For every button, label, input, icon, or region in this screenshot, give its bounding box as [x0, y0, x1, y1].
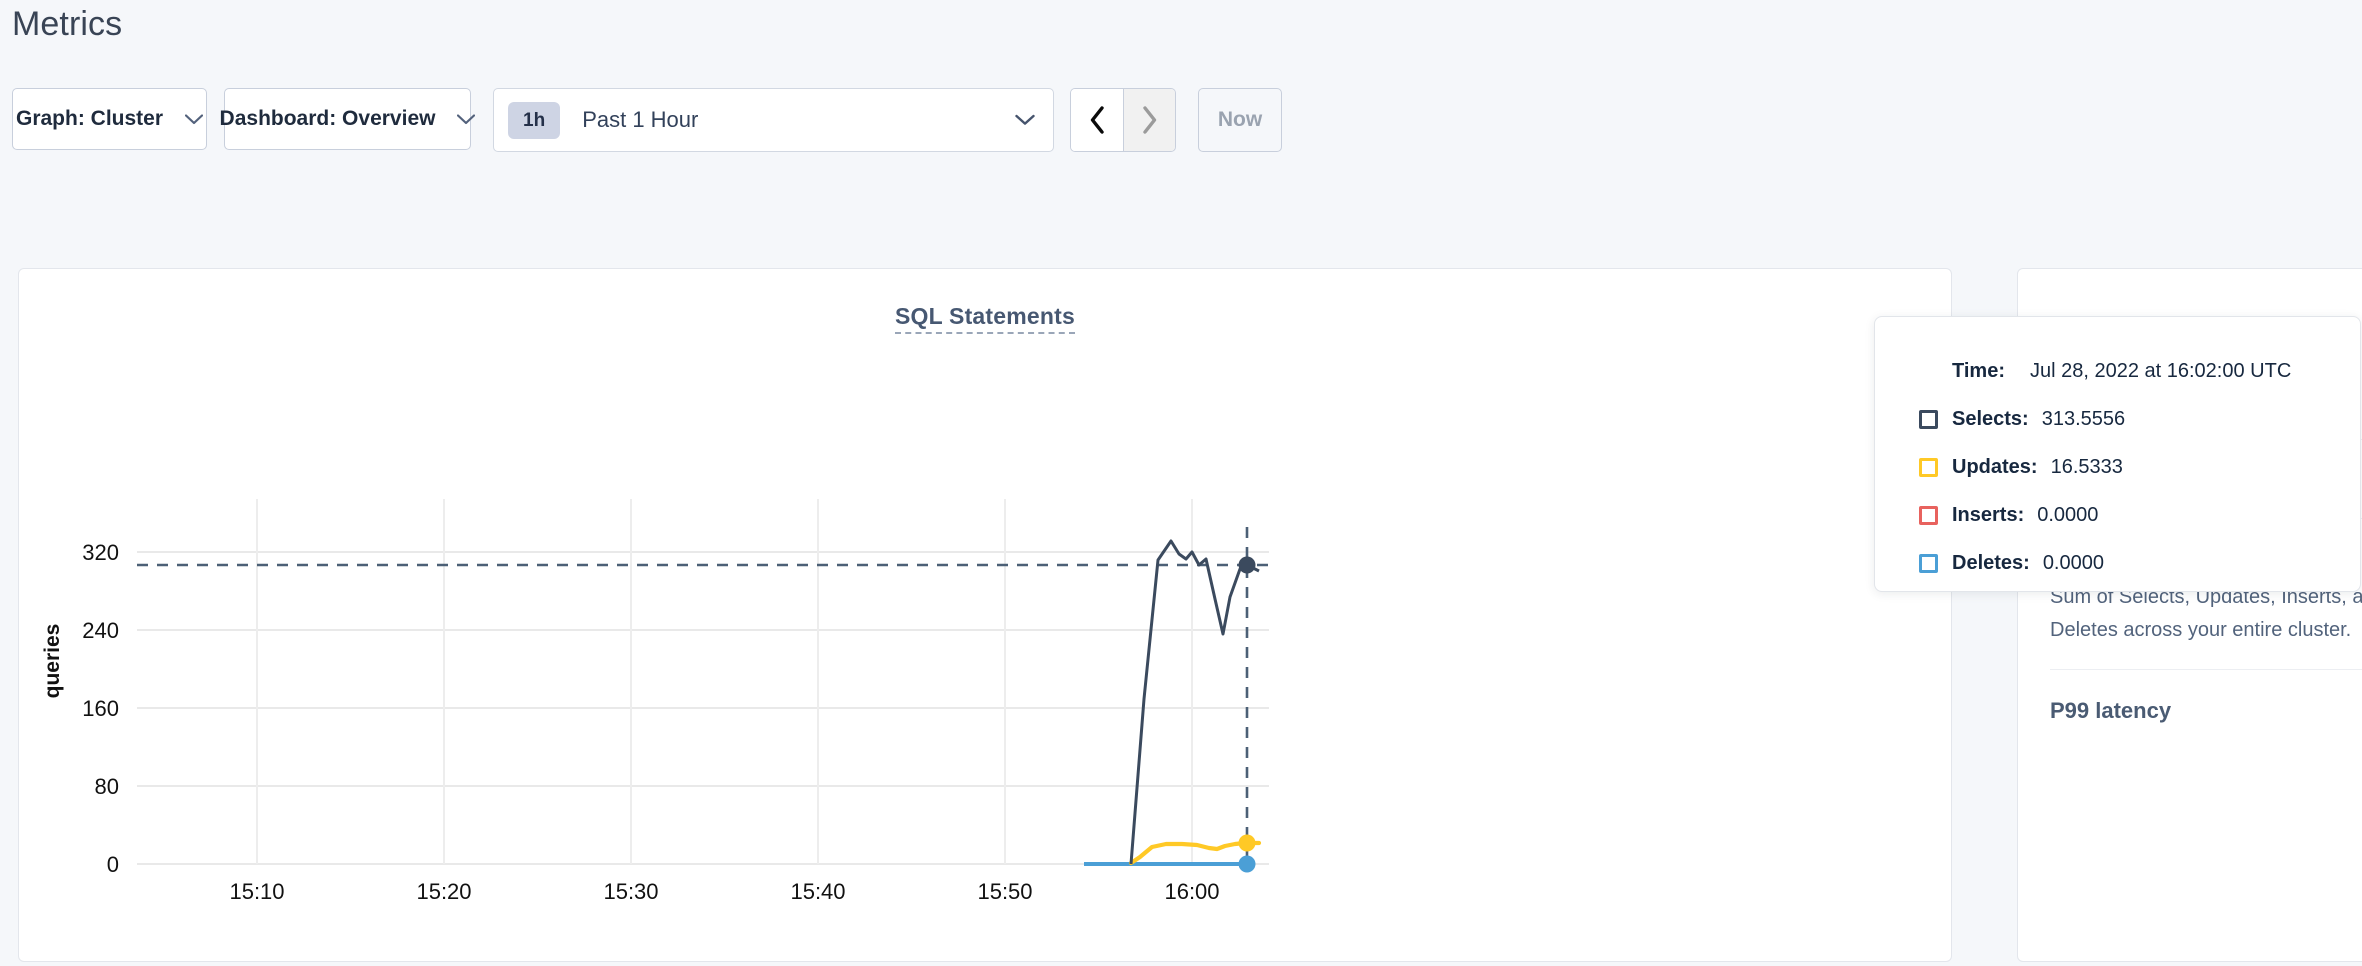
- tooltip-time-row: Time: Jul 28, 2022 at 16:02:00 UTC: [1919, 347, 2360, 395]
- graph-selector-dropdown[interactable]: Graph: Cluster: [12, 88, 207, 150]
- tooltip-series-label: Deletes:: [1952, 551, 2030, 574]
- tooltip-row-selects: Selects: 313.5556: [1919, 395, 2360, 443]
- tooltip-series-value: 313.5556: [2041, 407, 2126, 430]
- tooltip-series-label: Updates:: [1952, 455, 2038, 478]
- chevron-left-icon: [1090, 106, 1104, 134]
- svg-text:15:40: 15:40: [790, 879, 845, 904]
- x-gridlines: [256, 499, 1193, 864]
- svg-text:240: 240: [82, 618, 119, 643]
- hover-dot-selects: [1238, 556, 1256, 574]
- sidebar-heading: P99 latency: [2050, 698, 2172, 723]
- next-time-button[interactable]: [1123, 89, 1175, 151]
- hover-dot-deletes: [1238, 855, 1256, 873]
- tooltip-series-value: 0.0000: [2037, 503, 2099, 526]
- time-nav-group: [1070, 88, 1176, 152]
- chart-hover-tooltip: Time: Jul 28, 2022 at 16:02:00 UTC Selec…: [1874, 316, 2361, 592]
- x-axis-labels: 15:10 15:20 15:30 15:40 15:50 16:00: [229, 879, 1219, 904]
- tooltip-series-label: Inserts:: [1952, 503, 2025, 526]
- chart-title[interactable]: SQL Statements: [19, 303, 1951, 334]
- tooltip-time-value: Jul 28, 2022 at 16:02:00 UTC: [2029, 359, 2292, 382]
- chevron-down-icon: [457, 113, 476, 125]
- y-gridlines: [137, 551, 1269, 865]
- chevron-down-icon: [185, 113, 204, 125]
- y-axis-title: queries: [41, 624, 64, 699]
- sidebar-section-p99-latency: P99 latency: [2050, 669, 2362, 748]
- chevron-down-icon: [1015, 114, 1035, 126]
- tooltip-series-label: Selects:: [1952, 407, 2029, 430]
- now-button[interactable]: Now: [1198, 88, 1282, 152]
- svg-text:15:10: 15:10: [229, 879, 284, 904]
- svg-text:15:20: 15:20: [416, 879, 471, 904]
- svg-text:160: 160: [82, 696, 119, 721]
- time-range-label: Past 1 Hour: [582, 107, 699, 132]
- svg-text:16:00: 16:00: [1164, 879, 1219, 904]
- svg-text:15:50: 15:50: [977, 879, 1032, 904]
- time-range-badge: 1h: [508, 101, 561, 139]
- page-title: Metrics: [12, 5, 123, 43]
- tooltip-row-inserts: Inserts: 0.0000: [1919, 491, 2360, 539]
- svg-text:0: 0: [107, 852, 119, 877]
- tooltip-time-label: Time:: [1952, 359, 2005, 382]
- tooltip-row-deletes: Deletes: 0.0000: [1919, 539, 2360, 587]
- y-axis-labels: 320 240 160 80 0: [82, 540, 119, 877]
- svg-text:15:30: 15:30: [603, 879, 658, 904]
- chart-plot-area[interactable]: queries 320 240 160 80 0: [19, 269, 1951, 961]
- series-line-selects: [1129, 539, 1260, 865]
- svg-text:80: 80: [95, 774, 119, 799]
- svg-text:320: 320: [82, 540, 119, 565]
- dashboard-selector-label: Dashboard: Overview: [219, 107, 436, 130]
- graph-selector-label: Graph: Cluster: [15, 107, 164, 130]
- tooltip-series-value: 16.5333: [2050, 455, 2123, 478]
- dashboard-selector-dropdown[interactable]: Dashboard: Overview: [220, 88, 476, 150]
- series-line-updates: [1128, 840, 1262, 866]
- metrics-toolbar: Graph: Cluster Dashboard: Overview 1h Pa…: [12, 88, 1282, 152]
- inserts-color-swatch: [1919, 505, 1938, 525]
- deletes-color-swatch: [1919, 553, 1938, 573]
- tooltip-row-updates: Updates: 16.5333: [1919, 443, 2360, 491]
- hover-dot-updates: [1238, 834, 1256, 852]
- updates-color-swatch: [1919, 457, 1938, 477]
- selects-color-swatch: [1919, 409, 1938, 429]
- sql-statements-chart-card: SQL Statements queries 320 240 160 80 0: [18, 268, 1952, 962]
- tooltip-series-value: 0.0000: [2042, 551, 2104, 574]
- prev-time-button[interactable]: [1071, 89, 1123, 151]
- sql-statements-line-chart: queries 320 240 160 80 0: [41, 499, 1269, 904]
- time-range-selector[interactable]: 1h Past 1 Hour: [493, 88, 1054, 152]
- chevron-right-icon: [1142, 106, 1156, 134]
